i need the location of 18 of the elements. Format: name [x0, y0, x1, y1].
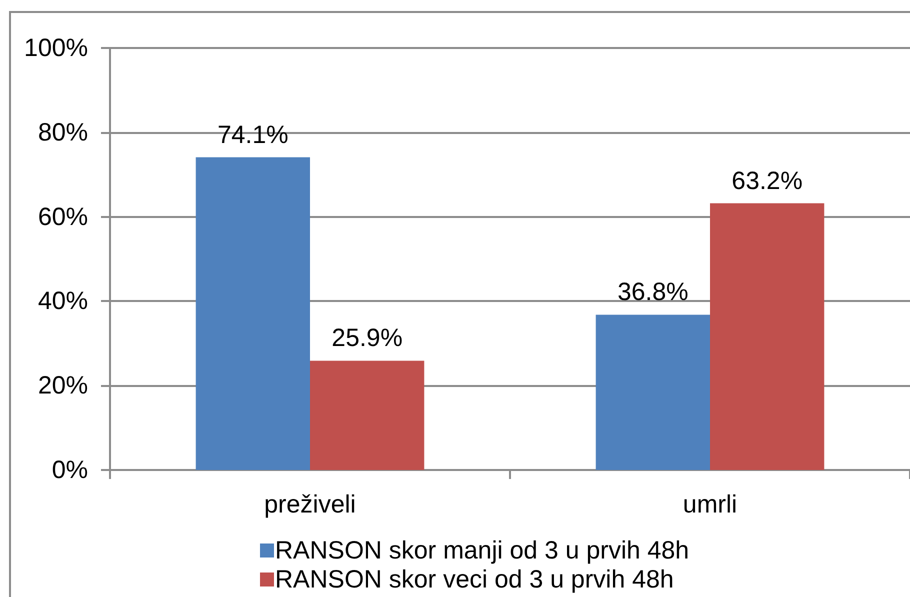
data-label: 36.8%	[617, 278, 688, 306]
bar	[196, 157, 310, 470]
y-tick-label: 80%	[38, 118, 88, 146]
y-tick-label: 20%	[38, 372, 88, 400]
y-tick-label: 100%	[24, 34, 88, 62]
bar	[596, 314, 710, 470]
bar	[310, 360, 424, 470]
legend-label: RANSON skor manji od 3 u prvih 48h	[275, 536, 690, 564]
legend-label: RANSON skor veci od 3 u prvih 48h	[275, 566, 674, 594]
x-tick-label: umrli	[682, 490, 738, 518]
data-label: 63.2%	[732, 166, 803, 195]
x-tick-label: preživeli	[264, 490, 356, 518]
y-tick-label: 0%	[52, 456, 88, 484]
data-label: 74.1%	[217, 120, 288, 149]
data-label: 25.9%	[332, 324, 403, 352]
bar	[710, 203, 824, 470]
y-tick-label: 60%	[38, 202, 88, 231]
y-tick-label: 40%	[38, 287, 88, 316]
